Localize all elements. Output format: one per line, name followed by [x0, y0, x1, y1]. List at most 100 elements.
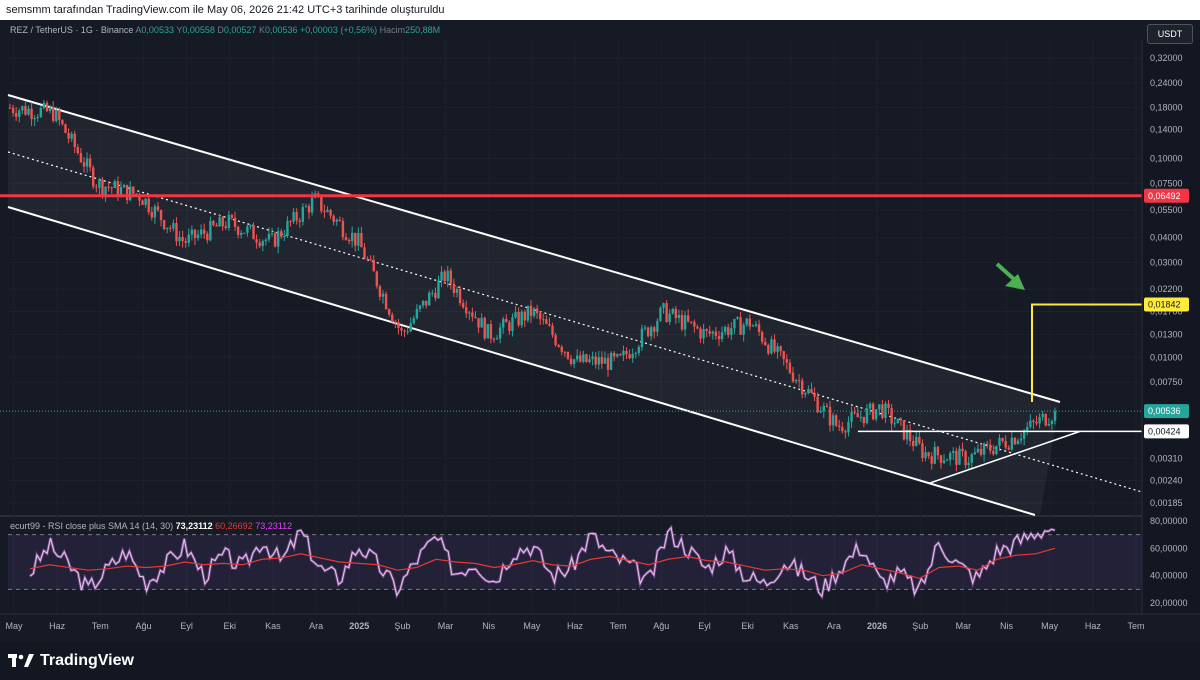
candle-body	[209, 221, 212, 241]
candle-body	[199, 229, 203, 235]
candle-body	[526, 305, 530, 321]
price-axis[interactable]: 0,32000 0,24000 0,18000 0,14000 0,10000 0,075…	[1141, 40, 1200, 614]
candle-body	[745, 318, 748, 325]
candle-body	[273, 233, 277, 247]
candle-body	[150, 212, 153, 218]
price-level-label: 0,00424	[1148, 426, 1181, 436]
candle-body	[514, 312, 517, 318]
candle-body	[998, 438, 1001, 446]
rsi-ma-value: 60,26692	[215, 521, 253, 531]
time-tick-label: Eki	[224, 621, 237, 631]
candle-body	[397, 322, 400, 329]
candle-body	[915, 436, 918, 446]
candle-body	[625, 350, 628, 355]
candle-body	[1001, 438, 1004, 441]
time-tick-label: 2025	[349, 621, 369, 631]
candle-body	[730, 328, 733, 335]
candle-body	[757, 324, 761, 333]
candle-body	[45, 102, 49, 111]
candle-body	[418, 305, 422, 309]
price-tick-label: 0,00750	[1150, 377, 1183, 387]
candle-body	[606, 357, 610, 370]
candle-body	[502, 318, 505, 328]
open-label: A	[135, 25, 142, 35]
candle-body	[58, 109, 61, 121]
candle-body	[73, 133, 76, 148]
candle-body	[705, 329, 708, 332]
low-value: 0,00527	[223, 25, 257, 35]
candle-body	[640, 328, 644, 348]
candle-body	[612, 352, 616, 357]
candle-body	[70, 133, 73, 139]
candle-body	[520, 311, 523, 326]
candle-body	[742, 324, 745, 335]
candle-body	[424, 300, 428, 306]
candle-body	[384, 293, 388, 310]
chart-frame[interactable]	[0, 20, 1200, 642]
candle-body	[723, 327, 727, 333]
candle-body	[767, 345, 770, 354]
candle-body	[230, 214, 234, 218]
candle-body	[791, 372, 795, 382]
price-level-badge	[1144, 188, 1189, 203]
candle-body	[51, 107, 55, 121]
candle-body	[30, 108, 33, 120]
candle-body	[233, 217, 237, 227]
candle-body	[875, 409, 878, 420]
candle-body	[79, 152, 83, 163]
candle-body	[446, 270, 449, 282]
candle-body	[634, 353, 637, 355]
time-tick-label: Nis	[1000, 621, 1013, 631]
candle-body	[215, 225, 218, 227]
candle-body	[421, 300, 425, 306]
candle-body	[280, 231, 283, 237]
candle-body	[930, 456, 933, 464]
candle-body	[323, 211, 326, 213]
candle-body	[267, 233, 271, 240]
triangle-support-line	[929, 430, 1081, 484]
candle-body	[523, 311, 526, 321]
candle-body	[166, 227, 169, 229]
candle-body	[1010, 437, 1014, 450]
candle-body	[912, 440, 915, 446]
candle-body	[804, 393, 807, 395]
candle-body	[711, 331, 715, 334]
candle-body	[760, 332, 764, 342]
candle-body	[193, 229, 197, 239]
candle-body	[110, 187, 113, 189]
rsi-tick-label: 20,00000	[1150, 598, 1188, 608]
candle-body	[406, 331, 409, 333]
time-tick-label: Eyl	[698, 621, 711, 631]
candle-body	[603, 357, 607, 364]
time-tick-label: Haz	[49, 621, 66, 631]
candle-body	[671, 308, 674, 314]
candle-body	[1044, 414, 1047, 426]
candle-body	[659, 307, 662, 321]
time-axis[interactable]: May Haz Tem Ağu Eyl Eki Kas Ara 2025 Şub Mar Nis May…	[0, 613, 1200, 631]
candle-body	[107, 186, 110, 188]
candle-body	[868, 403, 872, 409]
candle-body	[252, 225, 255, 240]
candle-body	[739, 317, 742, 335]
candle-body	[363, 247, 366, 259]
candle-body	[1007, 447, 1010, 450]
candle-body	[902, 420, 906, 440]
candle-body	[153, 206, 157, 218]
candle-body	[878, 404, 881, 410]
candle-body	[11, 107, 15, 114]
volume-label: Hacim	[379, 25, 406, 35]
candle-body	[320, 196, 323, 212]
rsi-tick-label: 40,00000	[1150, 571, 1188, 581]
candle-body	[616, 354, 619, 357]
rsi-legend: ecurt99 - RSI close plus SMA 14 (14, 30)…	[10, 521, 292, 531]
candle-body	[918, 436, 921, 444]
currency-button[interactable]: USDT	[1147, 24, 1193, 44]
candle-body	[255, 239, 258, 243]
candle-body	[295, 211, 298, 221]
price-tick-label: 0,04000	[1150, 233, 1183, 243]
candle-body	[828, 406, 832, 426]
candle-body	[48, 107, 52, 111]
candle-body	[116, 181, 120, 197]
candle-body	[304, 206, 308, 208]
